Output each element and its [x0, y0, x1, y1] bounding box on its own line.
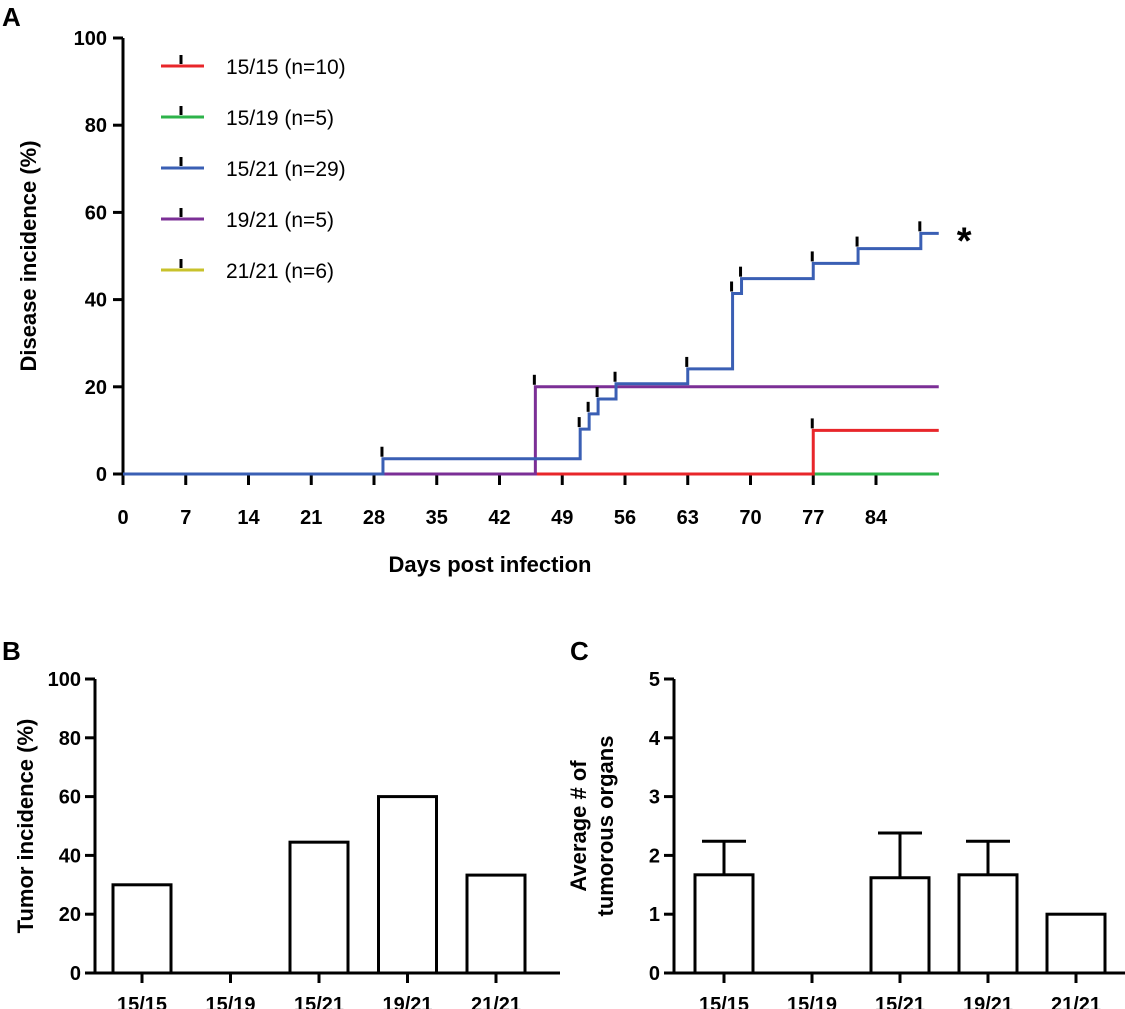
- tumor-incidence-chart: 0 20 40 60 80 100 15/15 15/19 15/21 19/21 21/21 Tum…: [13, 669, 560, 1009]
- y-tick-label: 60: [59, 787, 81, 809]
- bar: [111, 883, 173, 975]
- y-tick-label: 100: [48, 669, 81, 691]
- x-tick-label: 7: [180, 507, 191, 529]
- y-tick-label: 4: [649, 728, 661, 750]
- bar: [377, 795, 438, 975]
- x-tick-label: 42: [488, 507, 510, 529]
- y-axis-title: Tumor incidence (%): [13, 719, 38, 934]
- category-label: 15/19: [205, 994, 255, 1009]
- y-tick-label: 0: [96, 464, 107, 486]
- panel-label-c: C: [570, 636, 589, 666]
- category-label: 15/21: [294, 994, 344, 1009]
- y-tick-label: 0: [70, 963, 81, 985]
- y-axis-title: Disease incidence (%): [16, 140, 41, 371]
- x-tick-label: 49: [551, 507, 573, 529]
- y-tick-label: 1: [649, 904, 660, 926]
- x-tick-label: 28: [363, 507, 385, 529]
- y-tick-label: 2: [649, 845, 660, 867]
- x-tick-label: 14: [237, 507, 260, 529]
- legend-item: 19/21 (n=5): [161, 208, 334, 232]
- legend-item: 15/15 (n=10): [161, 55, 346, 79]
- category-label: 19/21: [382, 994, 432, 1009]
- tumorous-organs-chart: 0 1 2 3 4 5 15/15 15/19 15/21 19/21 21/21 Average #…: [566, 669, 1125, 1009]
- x-tick-label: 35: [426, 507, 448, 529]
- y-tick-label: 40: [59, 845, 81, 867]
- x-tick-label: 63: [677, 507, 699, 529]
- bar: [1045, 912, 1107, 975]
- category-label: 15/15: [117, 994, 167, 1009]
- y-tick-label: 60: [85, 202, 107, 224]
- y-axis-title: tumorous organs: [593, 736, 618, 917]
- y-tick-label: 5: [649, 669, 660, 691]
- bar: [693, 873, 755, 975]
- x-tick-label: 84: [865, 507, 888, 529]
- bar: [957, 873, 1019, 975]
- x-tick-label: 77: [802, 507, 824, 529]
- legend-item: 21/21 (n=6): [161, 259, 334, 283]
- category-label: 19/21: [963, 994, 1013, 1009]
- survival-chart: 0 20 40 60 80 100 0 7 14 21 28 35 42 49 56 63 70 77 84 Days…: [16, 28, 972, 577]
- y-tick-label: 100: [74, 28, 107, 50]
- y-axis-title: Average # of: [566, 760, 591, 892]
- category-label: 21/21: [1051, 994, 1101, 1009]
- series-line-0: [123, 428, 939, 476]
- x-tick-label: 0: [117, 507, 128, 529]
- category-label: 15/15: [699, 994, 749, 1009]
- bar: [288, 840, 350, 975]
- legend-item: 15/19 (n=5): [161, 106, 334, 130]
- legend-label: 15/21 (n=29): [226, 158, 346, 181]
- panel-label-a: A: [2, 2, 21, 32]
- x-tick-label: 21: [300, 507, 322, 529]
- x-tick-label: 56: [614, 507, 636, 529]
- legend-label: 19/21 (n=5): [226, 209, 334, 232]
- category-label: 15/19: [787, 994, 837, 1009]
- bar: [465, 873, 527, 975]
- legend-label: 15/15 (n=10): [226, 56, 346, 79]
- legend-label: 15/19 (n=5): [226, 107, 334, 130]
- y-tick-label: 20: [85, 377, 107, 399]
- y-tick-label: 80: [59, 728, 81, 750]
- legend-item: 15/21 (n=29): [161, 157, 346, 181]
- legend-label: 21/21 (n=6): [226, 260, 334, 283]
- y-tick-label: 20: [59, 904, 81, 926]
- significance-star: *: [957, 220, 972, 262]
- category-label: 21/21: [471, 994, 521, 1009]
- x-tick-label: 70: [739, 507, 761, 529]
- panel-label-b: B: [2, 636, 21, 666]
- x-axis-title: Days post infection: [389, 552, 592, 577]
- y-tick-label: 80: [85, 115, 107, 137]
- y-tick-label: 3: [649, 787, 660, 809]
- y-tick-label: 40: [85, 290, 107, 312]
- y-tick-label: 0: [649, 963, 660, 985]
- bar: [869, 876, 931, 975]
- category-label: 15/21: [875, 994, 925, 1009]
- series-line-2: [123, 231, 939, 476]
